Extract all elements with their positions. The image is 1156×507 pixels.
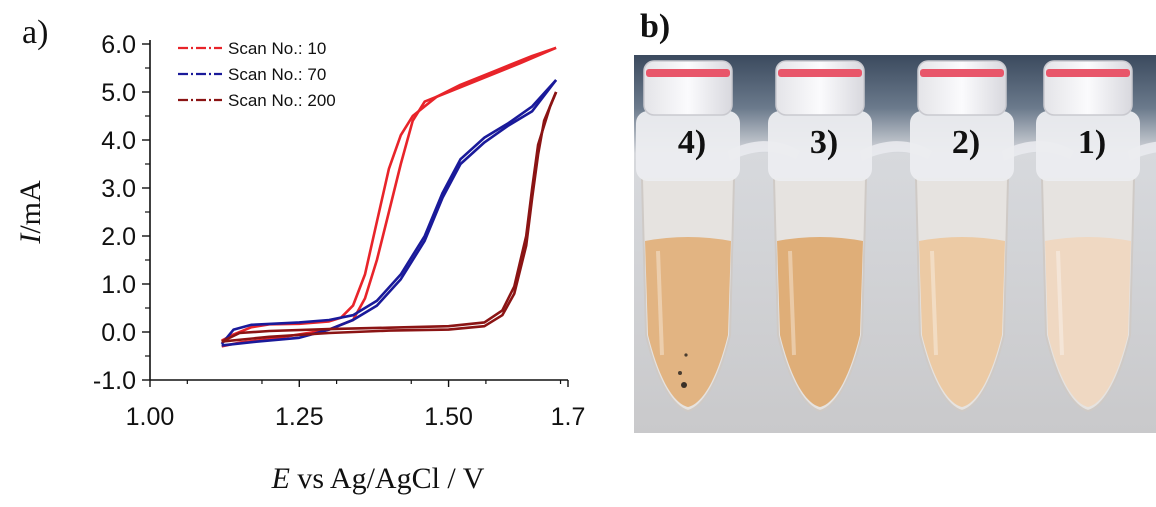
tube-highlight: [656, 250, 664, 356]
chart-axes: 1.00 1.25 1.50 1.7 -1.0 0.0 1.0 2.0 3.0 4.0 5.0 6.0: [93, 31, 585, 431]
tube-liquid: [645, 237, 731, 407]
y-tick-label: 1.0: [101, 271, 136, 299]
series-line-reverse: [221, 91, 558, 343]
tube-collar: [1036, 111, 1140, 181]
y-axis-variable: I: [14, 232, 47, 245]
tube-collar: [910, 111, 1014, 181]
sediment-dot: [681, 382, 687, 388]
x-tick-label: 1.7: [551, 403, 586, 431]
y-tick-label: 5.0: [101, 79, 136, 107]
tube-photo: 4) 3) 2) 1): [634, 55, 1156, 433]
tube-3: 3): [768, 60, 932, 413]
chart-legend: Scan No.: 10 Scan No.: 70 Scan No.: 200: [178, 39, 336, 110]
tube-liquid: [1045, 237, 1131, 407]
cap-red-band: [778, 69, 862, 77]
series-line-reverse: [221, 79, 558, 347]
tube-label: 1): [1078, 124, 1106, 161]
tube-4: 4): [636, 60, 800, 413]
tube-label: 4): [678, 124, 706, 161]
tubes: 4) 3) 2) 1): [636, 60, 1156, 413]
sediment-dot: [684, 353, 688, 357]
tube-label: 2): [952, 124, 980, 161]
y-axis-title: I/mA: [14, 180, 47, 245]
tube-highlight: [930, 250, 938, 356]
tube-collar: [768, 111, 872, 181]
x-axis-variable: E: [271, 462, 290, 495]
chart-series: [220, 46, 558, 348]
tube-1: 1): [1036, 60, 1156, 413]
y-tick-label: 6.0: [101, 31, 136, 59]
cap-red-band: [646, 69, 730, 77]
y-tick-label: 2.0: [101, 223, 136, 251]
tube-2: 2): [910, 60, 1074, 413]
series-line-forward: [221, 91, 558, 343]
y-tick-label: 4.0: [101, 127, 136, 155]
series-line-forward: [220, 79, 558, 345]
tube-label: 3): [810, 124, 838, 161]
tube-highlight: [1056, 250, 1064, 356]
legend-label: Scan No.: 10: [228, 39, 326, 58]
panel-b-label: b): [640, 8, 671, 45]
x-axis-title: E vs Ag/AgCl / V: [271, 462, 485, 495]
cap-red-band: [1046, 69, 1130, 77]
legend-label: Scan No.: 200: [228, 91, 336, 110]
tube-liquid: [919, 237, 1005, 407]
tube-collar: [636, 111, 740, 181]
y-tick-label: -1.0: [93, 367, 136, 395]
y-axis-unit: /mA: [14, 180, 47, 234]
cyclic-voltammetry-chart: 1.00 1.25 1.50 1.7 -1.0 0.0 1.0 2.0 3.0 4.0 5.0 6.0…: [14, 31, 585, 495]
x-tick-label: 1.00: [126, 403, 175, 431]
sediment-dot: [678, 371, 682, 375]
tube-highlight: [788, 250, 796, 356]
x-axis-unit: vs Ag/AgCl / V: [290, 462, 485, 495]
y-tick-label: 3.0: [101, 175, 136, 203]
x-tick-label: 1.50: [424, 403, 473, 431]
legend-label: Scan No.: 70: [228, 65, 326, 84]
y-tick-label: 0.0: [101, 319, 136, 347]
panel-a-label: a): [22, 14, 49, 51]
x-tick-label: 1.25: [275, 403, 324, 431]
tube-liquid: [777, 237, 863, 407]
cap-red-band: [920, 69, 1004, 77]
